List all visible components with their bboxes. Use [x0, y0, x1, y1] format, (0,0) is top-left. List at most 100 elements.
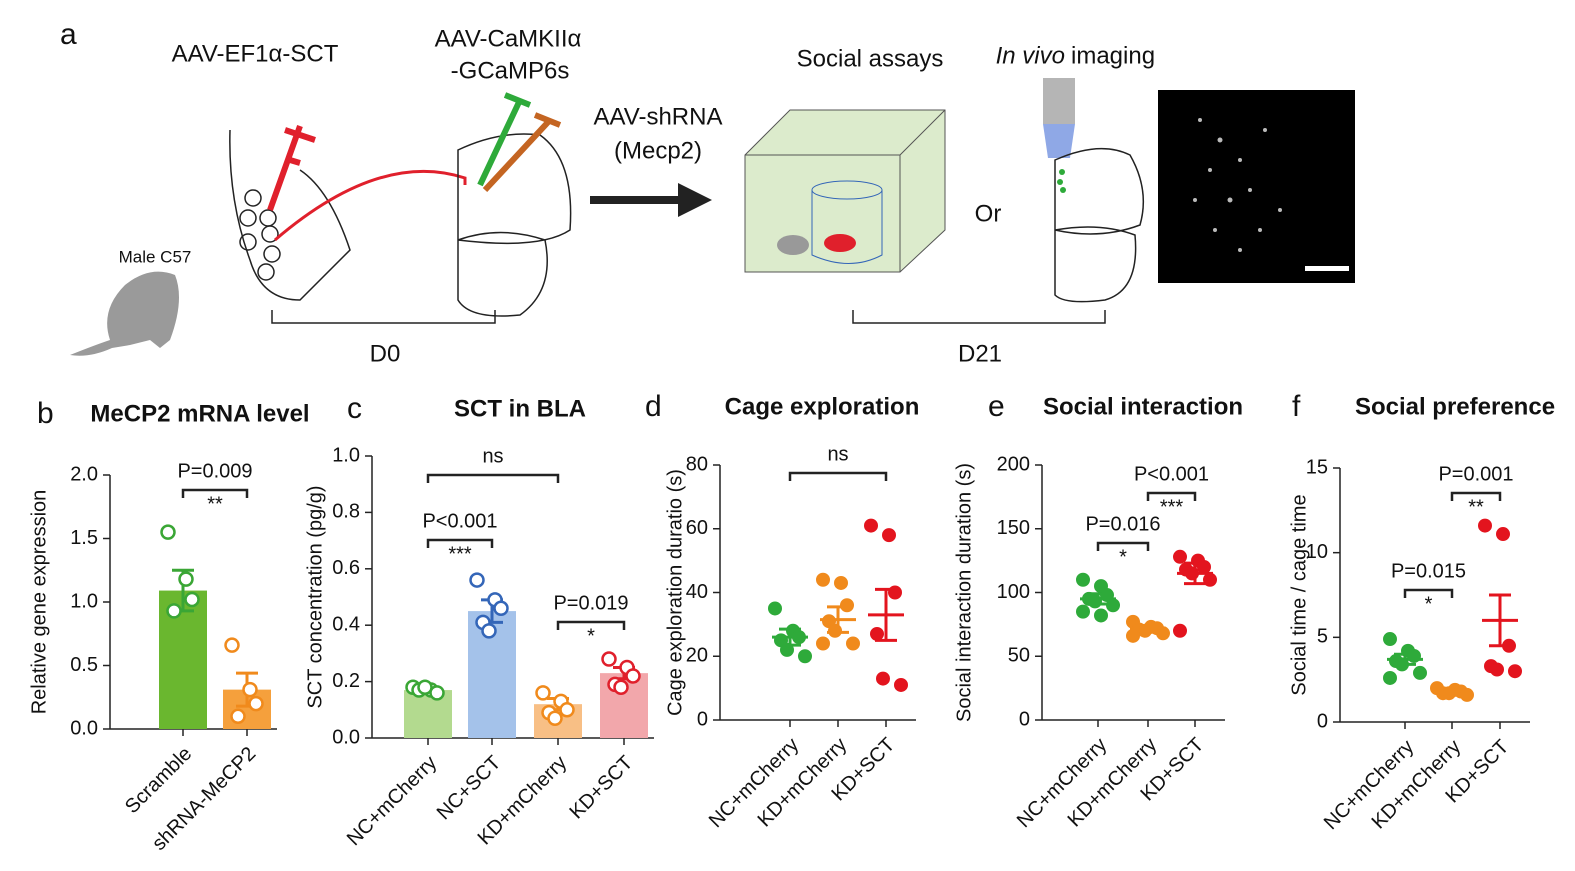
label: Male C57 [119, 247, 192, 266]
point [160, 524, 176, 540]
point [1203, 572, 1217, 587]
y-tick-label: 1.0 [332, 444, 360, 466]
significance-bracket [426, 538, 494, 548]
micrograph [1158, 90, 1355, 283]
point [1478, 518, 1492, 533]
y-tick-label: 5 [1317, 626, 1328, 648]
point [1126, 628, 1140, 643]
brain-outline [229, 129, 351, 301]
significance-bracket [556, 620, 626, 630]
point [1413, 665, 1427, 680]
scale-bar [1305, 266, 1349, 271]
point [535, 685, 551, 701]
significance-label: P=0.001 [1438, 463, 1513, 485]
label: Social assays [797, 45, 944, 72]
y-tick-label: 0 [1019, 708, 1030, 730]
bracket [852, 310, 1106, 324]
y-tick-label: 1.0 [70, 590, 98, 612]
significance-label: P=0.016 [1085, 513, 1160, 535]
objective [1043, 78, 1075, 124]
y-tick-label: 0.5 [70, 654, 98, 676]
point [1383, 670, 1397, 685]
point [1407, 648, 1421, 663]
x-tick-label: KD+SCT [566, 752, 638, 824]
y-tick-label: 40 [686, 581, 708, 603]
label: imaging [1071, 42, 1155, 69]
significance-stars: * [1425, 593, 1433, 615]
significance-bracket [1096, 541, 1150, 551]
label: D0 [370, 340, 401, 367]
significance-stars: * [587, 625, 595, 647]
point [1383, 632, 1397, 647]
projection [274, 169, 467, 242]
point [828, 623, 842, 638]
point [469, 572, 485, 588]
point [613, 679, 629, 695]
mouse-red [824, 234, 856, 252]
y-tick-label: 0.4 [332, 613, 360, 635]
significance-bracket [181, 488, 249, 498]
y-tick-label: 0.6 [332, 557, 360, 579]
chart-title: MeCP2 mRNA level [90, 400, 309, 427]
point [493, 600, 509, 617]
panel-letter: a [60, 18, 77, 51]
significance-bracket [788, 471, 888, 481]
point [184, 591, 200, 608]
point [768, 601, 782, 616]
bracket [271, 310, 496, 324]
y-tick-label: 0 [1317, 710, 1328, 732]
significance-bracket [1403, 588, 1454, 598]
point [840, 598, 854, 613]
point [547, 710, 563, 727]
significance-stars: ** [207, 493, 223, 515]
point [178, 571, 194, 587]
panel-letter: e [988, 390, 1005, 423]
y-tick-label: 50 [1008, 645, 1030, 667]
y-axis-label: Relative gene expression [28, 490, 50, 715]
x-tick-label: NC+mCherry [343, 752, 441, 850]
label: -GCaMP6s [451, 57, 570, 84]
chart-title: SCT in BLA [454, 395, 586, 422]
significance-label: P=0.009 [177, 460, 252, 482]
y-tick-label: 100 [997, 581, 1030, 603]
point [1197, 560, 1211, 574]
significance-label: ns [482, 445, 503, 467]
arrow-head [678, 183, 712, 217]
point [816, 572, 830, 587]
significance-label: P<0.001 [422, 510, 497, 532]
point [429, 685, 445, 701]
point [864, 518, 878, 533]
y-axis-label: SCT concentration (pg/g) [304, 485, 326, 708]
significance-stars: *** [1160, 496, 1184, 518]
point [1106, 598, 1120, 613]
label: D21 [958, 340, 1002, 367]
point [882, 528, 896, 543]
point [1088, 594, 1102, 609]
objective-lens [1043, 124, 1075, 158]
panel-letter: f [1292, 390, 1301, 423]
bar [404, 690, 452, 738]
y-tick-label: 0.0 [332, 726, 360, 748]
point [1502, 638, 1516, 653]
y-tick-label: 20 [686, 645, 708, 667]
point [417, 679, 433, 695]
point [816, 636, 830, 651]
y-tick-label: 0.2 [332, 670, 360, 692]
y-tick-label: 0.8 [332, 501, 360, 523]
significance-bracket [1450, 491, 1502, 501]
y-axis-label: Social interaction duration (s) [953, 463, 975, 722]
point [888, 585, 902, 600]
significance-stars: * [1119, 546, 1127, 568]
mouse-grey [777, 235, 809, 255]
label: In vivo [996, 42, 1065, 69]
label: (Mecp2) [614, 137, 702, 164]
point [1185, 566, 1199, 581]
point [1094, 608, 1108, 623]
point [1173, 549, 1187, 564]
point [1076, 572, 1090, 587]
y-tick-label: 200 [997, 453, 1030, 475]
y-tick-label: 2.0 [70, 463, 98, 485]
syringe [267, 124, 316, 212]
point [481, 623, 497, 639]
point [1508, 664, 1522, 679]
